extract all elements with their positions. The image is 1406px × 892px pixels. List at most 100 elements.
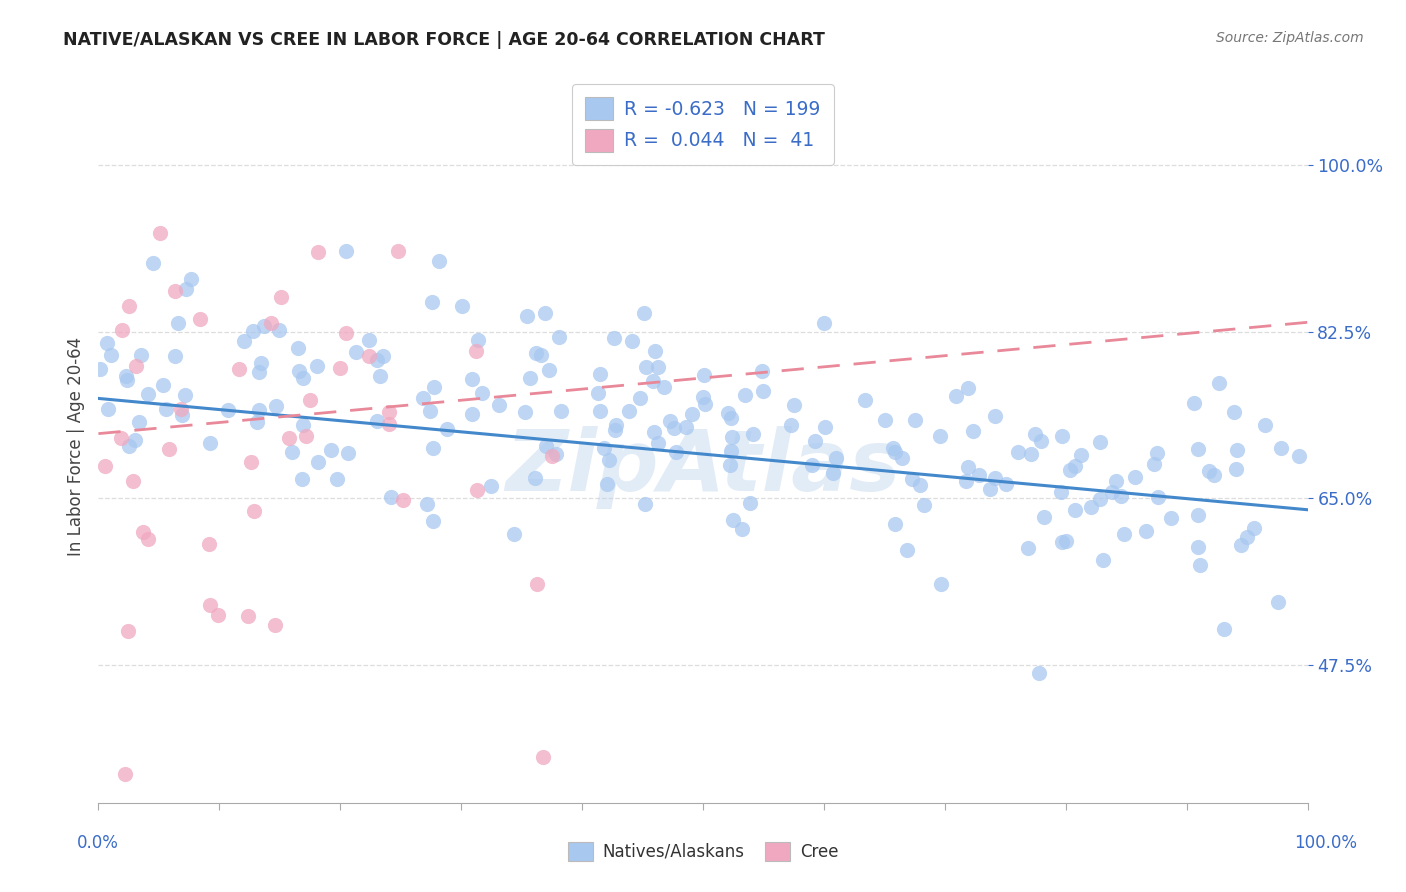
Text: Source: ZipAtlas.com: Source: ZipAtlas.com (1216, 31, 1364, 45)
Point (392, 492, 415, 507)
Point (377, 405, 399, 419)
Point (422, 442, 444, 456)
Point (605, 418, 627, 433)
Point (1184, 396, 1206, 410)
Point (1019, 447, 1042, 461)
Point (149, 227, 172, 241)
Point (1114, 527, 1136, 541)
Point (695, 397, 717, 411)
Point (335, 244, 357, 258)
Point (617, 404, 640, 418)
Point (124, 433, 146, 447)
Point (731, 522, 754, 536)
Point (1105, 474, 1128, 488)
Point (595, 477, 617, 491)
Point (117, 373, 139, 387)
Point (751, 364, 773, 378)
Point (1236, 530, 1258, 544)
Point (165, 284, 187, 298)
Point (246, 415, 269, 429)
Legend: Natives/Alaskans, Cree: Natives/Alaskans, Cree (561, 835, 845, 868)
Point (118, 300, 141, 314)
Point (665, 445, 688, 459)
Point (1254, 418, 1277, 433)
Point (1288, 449, 1310, 463)
Point (307, 244, 329, 259)
Point (603, 331, 626, 345)
Text: NATIVE/ALASKAN VS CREE IN LABOR FORCE | AGE 20-64 CORRELATION CHART: NATIVE/ALASKAN VS CREE IN LABOR FORCE | … (63, 31, 825, 49)
Point (247, 365, 270, 379)
Point (1059, 463, 1081, 477)
Point (236, 608, 259, 623)
Point (1109, 489, 1132, 503)
Point (515, 404, 537, 418)
Point (307, 455, 329, 469)
Point (720, 410, 742, 425)
Point (1050, 535, 1073, 549)
Point (97, 402, 120, 417)
Point (287, 364, 309, 378)
Point (228, 362, 250, 376)
Point (967, 468, 990, 483)
Point (891, 450, 914, 465)
Y-axis label: In Labor Force | Age 20-64: In Labor Force | Age 20-64 (66, 336, 84, 556)
Point (253, 319, 276, 334)
Point (1064, 459, 1087, 474)
Point (115, 368, 138, 383)
Point (621, 334, 644, 348)
Point (270, 290, 292, 304)
Point (647, 436, 669, 450)
Point (523, 471, 546, 485)
Point (422, 380, 444, 394)
Point (524, 346, 547, 360)
Point (896, 543, 918, 558)
Point (467, 333, 489, 347)
Point (516, 310, 538, 324)
Point (239, 455, 262, 469)
Point (979, 482, 1001, 496)
Point (658, 414, 681, 428)
Point (1187, 442, 1209, 457)
Point (131, 348, 153, 362)
Point (89, 362, 111, 376)
Point (173, 388, 195, 402)
Point (1160, 511, 1182, 525)
Point (1123, 470, 1146, 484)
Text: 100.0%: 100.0% (1294, 834, 1357, 852)
Point (957, 459, 980, 474)
Point (548, 330, 571, 344)
Point (465, 483, 488, 497)
Point (984, 470, 1007, 484)
Point (681, 407, 703, 421)
Point (291, 370, 314, 384)
Point (1243, 521, 1265, 535)
Point (174, 282, 197, 296)
Point (647, 360, 669, 375)
Point (387, 244, 409, 259)
Point (1142, 457, 1164, 471)
Point (536, 440, 558, 454)
Point (249, 403, 271, 417)
Point (380, 490, 402, 504)
Point (298, 393, 321, 408)
Point (945, 389, 967, 403)
Point (136, 387, 159, 401)
Point (589, 403, 612, 417)
Point (422, 515, 444, 529)
Point (157, 442, 180, 456)
Point (721, 513, 744, 527)
Point (412, 391, 434, 405)
Point (929, 577, 952, 591)
Point (1088, 491, 1111, 506)
Point (962, 424, 984, 438)
Point (1135, 524, 1157, 538)
Text: ZipAtlas: ZipAtlas (505, 425, 901, 509)
Point (544, 447, 567, 461)
Point (752, 384, 775, 398)
Point (1188, 558, 1211, 572)
Point (823, 466, 845, 480)
Point (1088, 434, 1111, 449)
Point (779, 417, 801, 432)
Point (1080, 500, 1102, 515)
Point (662, 421, 685, 435)
